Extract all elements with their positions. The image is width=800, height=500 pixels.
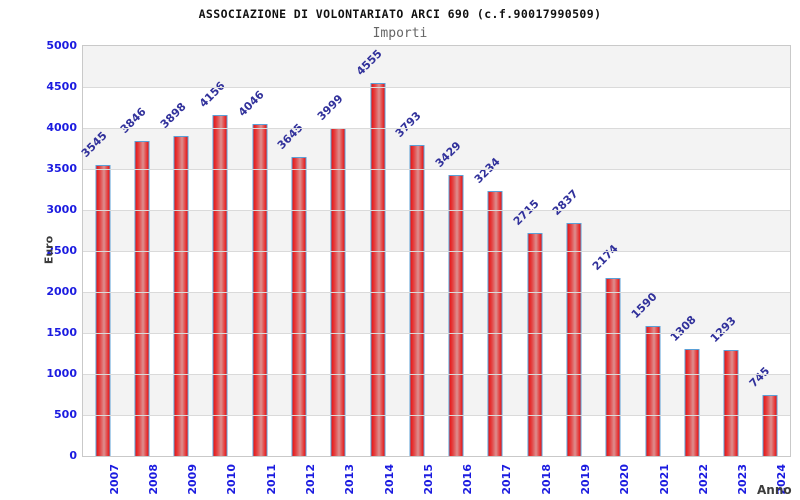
bar-value-label: 3545 [78,129,110,161]
bar [605,277,621,456]
bar-slot: 3234 2017 [472,46,515,495]
x-axis-tick-label: 2009 [186,464,200,495]
bar [212,115,228,456]
bar-slot: 3846 2008 [118,46,161,495]
x-axis-tick-label: 2010 [225,464,239,495]
bar [409,144,425,456]
bar-value-label: 2837 [550,187,582,219]
bar [252,124,268,456]
bar-slot: 4046 2011 [235,46,279,494]
x-axis-tick-label: 2017 [500,464,514,495]
bar-value-label: 3645 [275,121,307,153]
x-axis-tick-label: 2016 [461,464,475,495]
x-axis-tick-label: 2008 [146,464,160,495]
bar-slot: 2715 2018 [510,46,554,495]
x-axis-tick-label: 2023 [736,464,750,495]
bar-value-label: 1308 [668,312,699,344]
bar-slot: 1308 2022 [668,46,711,495]
bar-slot: 1293 2023 [707,46,751,494]
bars-container: 3545 2007 3846 2008 3898 2009 4156 2010 4046 2011… [78,46,790,495]
y-axis-tick-label: 500 [54,408,77,421]
bar-slot: 4555 2014 [354,46,397,495]
bar-value-label: 3234 [471,154,503,186]
bar-value-label: 3999 [314,92,346,124]
y-axis-tick-label: 3500 [46,162,77,175]
bar [566,223,582,456]
y-axis-tick-label: 4500 [46,80,77,93]
bar-value-label: 745 [746,364,773,390]
x-axis-tick-label: 2007 [107,464,121,495]
bar-value-label: 1293 [707,314,739,345]
bar-value-label: 1590 [628,289,660,321]
plot-area: 3545 2007 3846 2008 3898 2009 4156 2010 4046 2011… [46,40,791,495]
bar-value-label: 3793 [393,109,424,140]
bar-slot: 2174 2020 [589,46,633,495]
bar [95,165,111,456]
bar-slot: 745 2024 [747,46,790,494]
bar [723,349,739,456]
bar-slot: 3645 2012 [275,46,318,494]
y-axis-tick-label: 3000 [46,203,77,216]
bar [487,190,503,456]
bar [330,128,346,456]
y-axis-tick-label: 2500 [46,244,77,257]
x-axis-tick-label: 2021 [657,464,671,495]
x-axis-tick-label: 2014 [382,464,396,495]
x-axis-tick-label: 2018 [539,464,553,495]
y-axis-tick-label: 1000 [46,367,77,380]
x-axis-tick-label: 2012 [304,464,318,495]
bar-slot: 3545 2007 [78,46,122,494]
bar [134,140,150,456]
bar-value-label: 4046 [235,88,267,120]
y-axis-title: Euro [42,235,56,265]
bar [173,136,189,456]
bar-value-label: 3429 [432,138,464,170]
bar [291,157,307,456]
x-axis-tick-label: 2019 [579,464,593,495]
x-axis-tick-label: 2013 [343,464,357,495]
y-axis-tick-label: 0 [69,449,77,462]
bar-value-label: 2715 [510,197,542,229]
chart-subtitle: Importi [372,26,428,41]
y-axis-tick-label: 2000 [46,285,77,298]
y-axis-tick-label: 1500 [46,326,77,339]
bar-slot: 3898 2009 [157,46,201,495]
x-axis-tick-label: 2011 [264,464,278,495]
bar [684,348,700,456]
bar [448,174,464,456]
x-axis-title: Anno [757,483,792,497]
bar [645,325,661,456]
bar-slot: 2837 2019 [550,46,593,495]
bar-slot: 3793 2015 [393,46,436,494]
bar-value-label: 2174 [589,241,621,273]
x-axis-tick-label: 2015 [421,464,435,495]
bar [527,233,543,456]
x-axis-tick-label: 2020 [618,464,632,495]
bar-value-label: 4156 [196,79,228,111]
chart-title: ASSOCIAZIONE DI VOLONTARIATO ARCI 690 (c… [198,7,602,21]
bar [370,82,386,456]
bar [762,394,778,456]
bar-slot: 1590 2021 [629,46,672,495]
y-axis-tick-label: 5000 [46,39,77,52]
bar-slot: 4156 2010 [197,46,240,494]
bar-slot: 3999 2013 [314,46,358,494]
y-axis-tick-label: 4000 [46,121,77,134]
bar-value-label: 3846 [118,104,149,136]
bar-slot: 3429 2016 [432,46,476,495]
bar-value-label: 4555 [353,46,385,78]
bar-value-label: 3898 [157,100,189,132]
x-axis-tick-label: 2022 [696,464,710,495]
